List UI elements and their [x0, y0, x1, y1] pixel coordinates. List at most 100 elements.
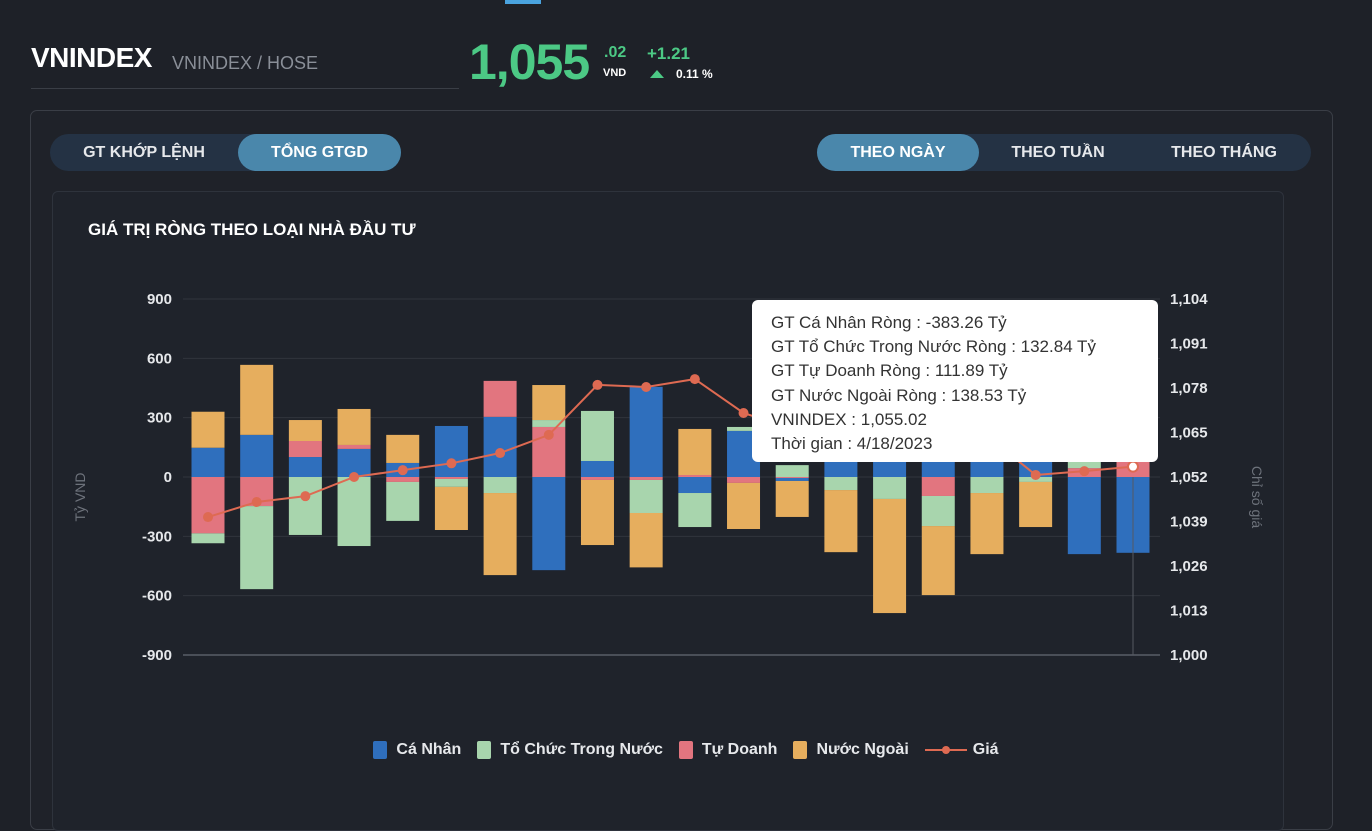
price-point[interactable]: [641, 381, 652, 392]
bar-nuoc-ngoai[interactable]: [240, 364, 274, 435]
bar-nuoc-ngoai[interactable]: [483, 493, 517, 576]
price-point[interactable]: [446, 458, 457, 469]
legend-to-chuc[interactable]: Tổ Chức Trong Nước: [477, 741, 663, 759]
bar-to-chuc[interactable]: [337, 477, 371, 547]
tooltip-ca-nhan: GT Cá Nhân Ròng : -383.26 Tỷ: [771, 313, 1007, 332]
bar-to-chuc[interactable]: [921, 495, 955, 527]
legend-swatch: [373, 741, 388, 759]
bar-nuoc-ngoai[interactable]: [386, 434, 420, 463]
price-point[interactable]: [397, 465, 408, 476]
bar-nuoc-ngoai[interactable]: [337, 408, 371, 445]
bar-ca-nhan[interactable]: [1019, 457, 1053, 477]
bar-ca-nhan[interactable]: [191, 447, 225, 477]
bar-to-chuc[interactable]: [970, 477, 1004, 494]
tab-theo-thang[interactable]: THEO THÁNG: [1171, 144, 1277, 161]
chart-legend: Cá Nhân Tổ Chức Trong Nước Tự Doanh Nước…: [0, 741, 1372, 759]
price-point[interactable]: [349, 472, 360, 482]
bar-to-chuc[interactable]: [386, 481, 420, 521]
price-point[interactable]: [1127, 460, 1139, 473]
bar-tu-doanh[interactable]: [386, 477, 420, 482]
price-point[interactable]: [203, 512, 213, 523]
bar-ca-nhan[interactable]: [775, 477, 809, 481]
bar-tu-doanh[interactable]: [921, 477, 955, 496]
bar-tu-doanh[interactable]: [191, 477, 225, 534]
legend-tu-doanh[interactable]: Tự Doanh: [678, 741, 778, 759]
price-point[interactable]: [251, 496, 262, 507]
tab-tong-gtgd[interactable]: TỔNG GTGD: [238, 134, 401, 171]
bar-nuoc-ngoai[interactable]: [678, 428, 712, 476]
legend-swatch: [477, 741, 492, 759]
bar-nuoc-ngoai[interactable]: [921, 526, 955, 596]
tab-theo-tuan[interactable]: THEO TUẦN: [1011, 144, 1105, 161]
tab-gt-khop-lenh[interactable]: GT KHỚP LỆNH: [83, 144, 205, 161]
bar-tu-doanh[interactable]: [629, 477, 663, 480]
price-integer: 1,055: [469, 34, 590, 90]
legend-nuoc-ngoai[interactable]: Nước Ngoài: [793, 741, 909, 759]
bar-to-chuc[interactable]: [580, 410, 614, 461]
bar-nuoc-ngoai[interactable]: [970, 493, 1004, 555]
bar-to-chuc[interactable]: [483, 477, 517, 494]
bar-nuoc-ngoai[interactable]: [727, 482, 761, 530]
bar-ca-nhan[interactable]: [240, 434, 274, 477]
bar-tu-doanh[interactable]: [727, 477, 761, 483]
bar-nuoc-ngoai[interactable]: [191, 411, 225, 448]
bar-nuoc-ngoai[interactable]: [1019, 481, 1053, 528]
price-decimal: .02: [604, 44, 627, 61]
bar-nuoc-ngoai[interactable]: [775, 480, 809, 517]
bar-to-chuc[interactable]: [727, 426, 761, 431]
line-marker-icon: [924, 746, 967, 754]
y-tick-label: 0: [164, 469, 172, 486]
bar-to-chuc[interactable]: [434, 478, 468, 487]
y2-tick-label: 1,065: [1170, 425, 1208, 442]
bar-ca-nhan[interactable]: [288, 457, 322, 477]
legend-ca-nhan[interactable]: Cá Nhân: [373, 741, 461, 759]
bar-to-chuc[interactable]: [629, 479, 663, 513]
bar-to-chuc[interactable]: [288, 477, 322, 535]
price-point[interactable]: [689, 374, 700, 385]
bar-nuoc-ngoai[interactable]: [532, 385, 566, 421]
price-point[interactable]: [543, 429, 554, 440]
price-change-pct: 0.11 %: [676, 67, 713, 81]
tooltip-nuoc-ngoai: GT Nước Ngoài Ròng : 138.53 Tỷ: [771, 385, 1027, 405]
bar-nuoc-ngoai[interactable]: [580, 479, 614, 546]
price-point[interactable]: [1079, 466, 1090, 477]
bar-ca-nhan[interactable]: [580, 460, 614, 477]
bar-tu-doanh[interactable]: [483, 380, 517, 417]
bar-to-chuc[interactable]: [775, 465, 809, 477]
bar-tu-doanh[interactable]: [775, 477, 809, 478]
price-point[interactable]: [592, 379, 603, 390]
bar-tu-doanh[interactable]: [580, 477, 614, 480]
price-point[interactable]: [300, 491, 311, 502]
price-point[interactable]: [495, 448, 506, 459]
bar-nuoc-ngoai[interactable]: [873, 498, 907, 614]
tooltip-time: Thời gian : 4/18/2023: [771, 434, 933, 454]
bar-tu-doanh[interactable]: [434, 477, 468, 479]
bar-nuoc-ngoai[interactable]: [824, 490, 858, 553]
bar-ca-nhan[interactable]: [532, 477, 566, 571]
bar-to-chuc[interactable]: [873, 477, 907, 499]
price-point[interactable]: [738, 407, 749, 418]
bar-nuoc-ngoai[interactable]: [288, 420, 322, 442]
tab-theo-ngay[interactable]: THEO NGÀY: [817, 134, 979, 171]
bar-to-chuc[interactable]: [824, 477, 858, 491]
y-tick-label: 600: [147, 350, 172, 367]
bar-to-chuc[interactable]: [240, 506, 274, 590]
bar-tu-doanh[interactable]: [678, 475, 712, 477]
bar-nuoc-ngoai[interactable]: [434, 486, 468, 531]
bar-ca-nhan[interactable]: [629, 386, 663, 477]
bar-nuoc-ngoai[interactable]: [629, 512, 663, 568]
bar-ca-nhan[interactable]: [1067, 477, 1101, 555]
bar-to-chuc[interactable]: [532, 420, 566, 427]
price-point[interactable]: [1030, 469, 1041, 480]
y-tick-label: -600: [142, 588, 172, 605]
bar-ca-nhan[interactable]: [483, 416, 517, 477]
bar-to-chuc[interactable]: [678, 493, 712, 528]
bar-ca-nhan[interactable]: [678, 477, 712, 494]
legend-label: Tự Doanh: [701, 741, 778, 758]
bar-tu-doanh[interactable]: [337, 444, 371, 449]
bar-tu-doanh[interactable]: [288, 441, 322, 458]
bar-to-chuc[interactable]: [191, 533, 225, 544]
legend-gia[interactable]: Giá: [924, 741, 999, 759]
bar-ca-nhan[interactable]: [434, 425, 468, 477]
